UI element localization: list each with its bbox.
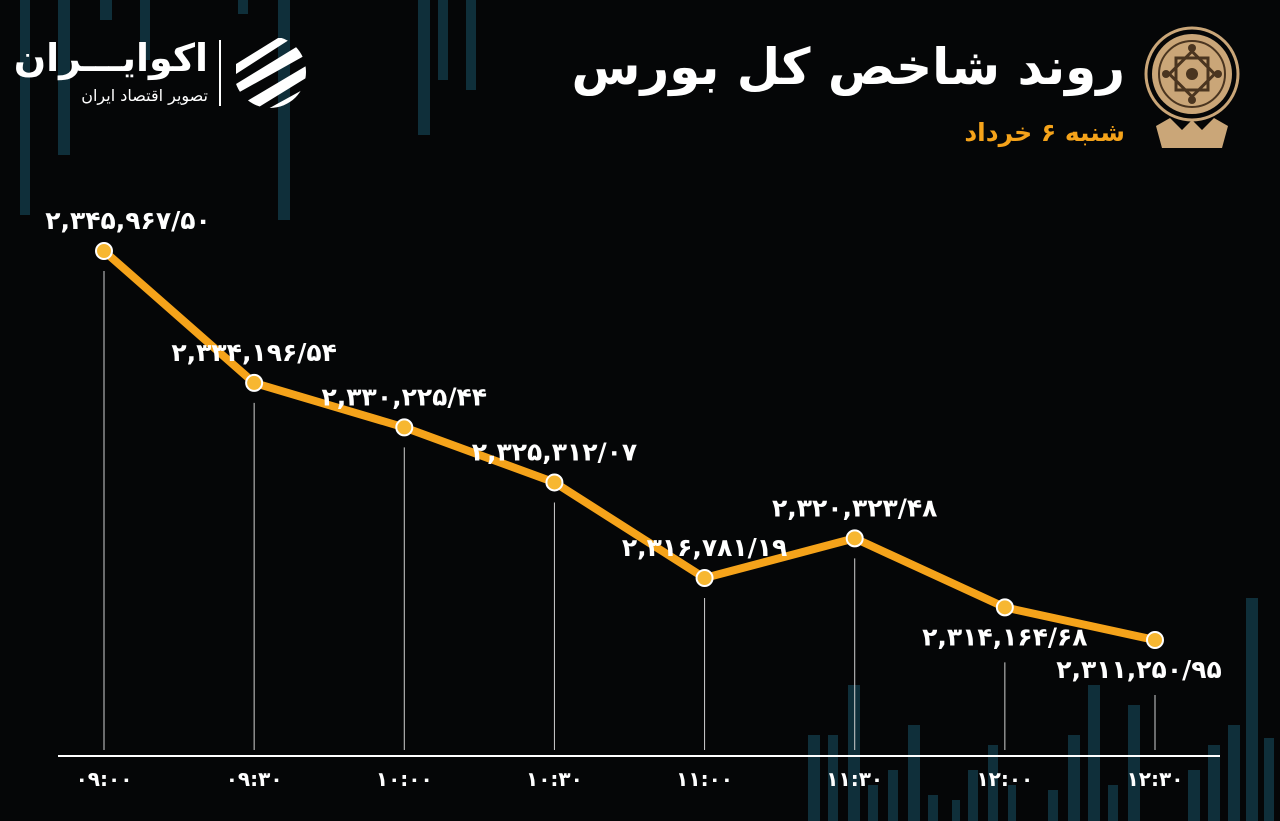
decor-bar <box>438 0 448 80</box>
data-label: ۲,۳۱۶,۷۸۱/۱۹ <box>622 533 787 562</box>
data-point <box>995 598 1014 617</box>
x-tick-label: ۰۹:۰۰ <box>76 767 133 791</box>
decor-bar <box>1008 785 1016 821</box>
data-point <box>545 473 564 492</box>
x-tick-label: ۱۰:۰۰ <box>376 767 433 791</box>
data-point <box>395 418 414 437</box>
decor-bar <box>100 0 112 20</box>
tehran-stock-exchange-seal-icon <box>1144 26 1240 148</box>
decor-bar <box>1188 770 1200 821</box>
decor-bar <box>58 0 70 155</box>
x-tick-label: ۱۱:۰۰ <box>676 767 733 791</box>
x-tick-label: ۱۰:۳۰ <box>526 767 583 791</box>
data-label: ۲,۳۳۴,۱۹۶/۵۴ <box>171 338 336 367</box>
decor-bar <box>1048 790 1058 821</box>
decor-bar <box>1264 738 1274 821</box>
decor-bar <box>1088 685 1100 821</box>
decor-bar <box>1208 745 1220 821</box>
data-label: ۲,۳۲۵,۳۱۲/۰۷ <box>472 437 637 466</box>
x-tick-label: ۰۹:۳۰ <box>226 767 283 791</box>
decor-bar <box>238 0 248 14</box>
decor-bar <box>20 0 30 215</box>
date-subtitle: شنبه ۶ خرداد <box>964 118 1125 147</box>
ecoiran-stripes-logo-icon <box>236 38 306 108</box>
data-point <box>845 529 864 548</box>
decor-bar <box>466 0 476 90</box>
data-point <box>1146 631 1164 649</box>
decor-bar <box>1228 725 1240 821</box>
decor-bar <box>140 0 150 60</box>
decor-bar <box>888 770 898 821</box>
brand-divider <box>219 40 221 106</box>
decor-bar <box>418 0 430 135</box>
data-label: ۲,۳۱۱,۲۵۰/۹۵ <box>1056 655 1221 684</box>
decor-bar <box>828 735 838 821</box>
data-point <box>695 569 714 588</box>
data-label: ۲,۳۲۰,۳۲۳/۴۸ <box>772 493 937 522</box>
decor-bar <box>988 745 998 821</box>
brand-tagline: تصویر اقتصاد ایران <box>81 86 208 105</box>
decor-bar <box>952 800 960 821</box>
page-title: روند شاخص کل بورس <box>571 38 1125 96</box>
series-line <box>100 247 1159 644</box>
x-tick-label: ۱۲:۰۰ <box>976 767 1033 791</box>
data-label: ۲,۳۱۴,۱۶۴/۶۸ <box>922 622 1087 651</box>
decor-bar <box>1246 598 1258 821</box>
decor-bar <box>848 685 860 821</box>
x-tick-label: ۱۲:۳۰ <box>1127 767 1184 791</box>
brand-name: اکوایـــران <box>13 36 208 80</box>
decor-bar <box>968 770 978 821</box>
data-label: ۲,۳۴۵,۹۶۷/۵۰ <box>45 206 210 235</box>
x-tick-label: ۱۱:۳۰ <box>826 767 883 791</box>
data-point <box>95 242 113 260</box>
decor-bar <box>908 725 920 821</box>
decor-bar <box>1108 785 1118 821</box>
decor-bar <box>928 795 938 821</box>
data-label: ۲,۳۳۰,۲۲۵/۴۴ <box>322 382 487 411</box>
decor-bar <box>868 785 878 821</box>
data-point <box>245 373 264 392</box>
decor-bar <box>1128 705 1140 821</box>
